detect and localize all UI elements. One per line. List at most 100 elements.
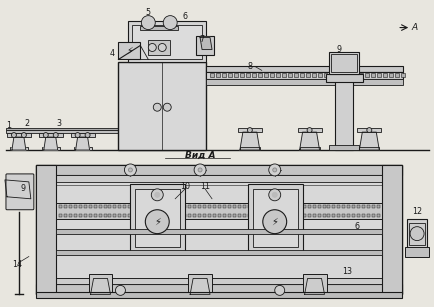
Bar bbox=[79, 214, 82, 217]
Bar bbox=[108, 205, 112, 208]
Bar bbox=[367, 205, 370, 208]
Bar bbox=[198, 214, 201, 217]
Text: 3: 3 bbox=[56, 119, 61, 128]
Text: ⚡: ⚡ bbox=[271, 217, 278, 227]
Circle shape bbox=[367, 128, 372, 133]
Bar bbox=[74, 147, 92, 150]
Bar bbox=[293, 214, 296, 217]
Bar bbox=[36, 278, 402, 284]
Text: 11: 11 bbox=[200, 182, 210, 191]
Bar bbox=[338, 205, 340, 208]
Circle shape bbox=[141, 16, 155, 29]
Bar bbox=[84, 205, 87, 208]
Bar bbox=[282, 73, 286, 77]
Bar bbox=[183, 214, 186, 217]
Polygon shape bbox=[240, 132, 260, 150]
Bar bbox=[218, 214, 221, 217]
Text: 1: 1 bbox=[7, 121, 11, 130]
Bar bbox=[148, 205, 151, 208]
Bar bbox=[342, 214, 345, 217]
Bar bbox=[323, 73, 328, 77]
Bar bbox=[206, 66, 403, 72]
Bar bbox=[328, 205, 330, 208]
Circle shape bbox=[272, 192, 277, 197]
Text: 8: 8 bbox=[247, 62, 252, 71]
Text: Вид A: Вид A bbox=[185, 150, 215, 160]
Bar bbox=[335, 73, 339, 77]
Circle shape bbox=[53, 133, 58, 138]
Bar bbox=[128, 21, 206, 62]
Bar bbox=[248, 205, 251, 208]
Bar bbox=[79, 205, 82, 208]
Polygon shape bbox=[305, 278, 325, 294]
Bar bbox=[347, 73, 352, 77]
Text: 12: 12 bbox=[412, 207, 422, 216]
Polygon shape bbox=[5, 180, 31, 199]
Bar bbox=[362, 214, 365, 217]
Text: 6: 6 bbox=[355, 222, 360, 231]
Bar bbox=[7, 133, 31, 137]
Bar bbox=[238, 205, 241, 208]
Circle shape bbox=[163, 103, 171, 111]
Bar bbox=[299, 147, 319, 150]
Bar bbox=[273, 214, 276, 217]
Bar bbox=[322, 205, 326, 208]
Bar bbox=[283, 214, 286, 217]
Bar bbox=[377, 205, 380, 208]
Bar bbox=[163, 214, 166, 217]
Bar bbox=[222, 73, 226, 77]
Bar bbox=[248, 214, 251, 217]
Bar bbox=[104, 205, 106, 208]
Bar bbox=[238, 214, 241, 217]
Circle shape bbox=[128, 168, 132, 172]
Bar bbox=[342, 73, 345, 77]
Bar bbox=[389, 73, 393, 77]
Bar bbox=[332, 214, 335, 217]
Circle shape bbox=[85, 133, 90, 138]
Bar bbox=[357, 214, 360, 217]
Bar bbox=[228, 73, 232, 77]
Bar bbox=[118, 214, 122, 217]
Bar bbox=[89, 274, 112, 294]
Bar bbox=[288, 205, 291, 208]
Bar bbox=[276, 73, 280, 77]
Bar bbox=[59, 214, 62, 217]
Bar bbox=[347, 205, 350, 208]
Bar bbox=[59, 205, 62, 208]
Bar bbox=[74, 205, 77, 208]
Bar bbox=[138, 214, 141, 217]
Bar bbox=[113, 205, 116, 208]
Bar bbox=[206, 79, 403, 85]
FancyBboxPatch shape bbox=[6, 174, 34, 210]
Bar bbox=[264, 73, 268, 77]
Bar bbox=[133, 205, 136, 208]
Bar bbox=[203, 205, 206, 208]
Bar bbox=[268, 214, 271, 217]
Bar bbox=[377, 214, 380, 217]
Bar bbox=[240, 73, 244, 77]
Circle shape bbox=[275, 286, 285, 295]
Bar bbox=[409, 223, 425, 245]
Polygon shape bbox=[44, 137, 58, 150]
Polygon shape bbox=[91, 278, 111, 294]
Text: ⚡: ⚡ bbox=[126, 45, 133, 56]
Text: 14: 14 bbox=[12, 260, 22, 269]
Bar bbox=[84, 214, 87, 217]
Bar bbox=[132, 25, 202, 60]
Bar bbox=[252, 73, 256, 77]
Bar bbox=[213, 214, 216, 217]
Bar bbox=[206, 72, 403, 79]
Bar bbox=[188, 274, 212, 294]
Bar bbox=[148, 214, 151, 217]
Bar bbox=[9, 177, 31, 207]
Bar bbox=[148, 40, 170, 56]
Bar bbox=[273, 205, 276, 208]
Polygon shape bbox=[200, 37, 212, 49]
Bar bbox=[128, 214, 132, 217]
Bar bbox=[6, 130, 121, 133]
Bar bbox=[342, 205, 345, 208]
Circle shape bbox=[198, 168, 202, 172]
Bar bbox=[123, 205, 126, 208]
Bar bbox=[312, 73, 316, 77]
Circle shape bbox=[148, 44, 156, 52]
